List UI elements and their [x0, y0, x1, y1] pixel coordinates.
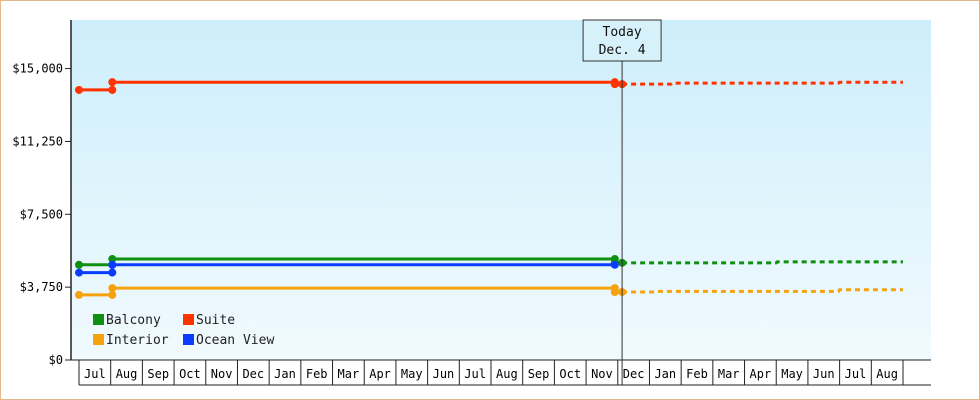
legend-label-suite: Suite: [196, 313, 235, 328]
forecast-line-interior: [622, 288, 903, 294]
month-label: Jul: [84, 367, 106, 381]
data-point-suite[interactable]: [610, 80, 619, 89]
month-label: Dec: [242, 367, 264, 381]
data-point-ocean-view[interactable]: [108, 268, 117, 277]
data-point-balcony[interactable]: [108, 254, 117, 263]
legend-swatch-suite: [183, 314, 194, 325]
month-axis: Jul Aug Sep Oct Nov Dec Jan Feb Mar Apr May Jun Jul A…: [71, 359, 931, 386]
month-label: Mar: [718, 367, 740, 381]
today-marker: Today Dec. 4: [582, 19, 662, 385]
data-point-interior[interactable]: [108, 290, 117, 299]
month-label: Jun: [433, 367, 455, 381]
month-label: Jul: [464, 367, 486, 381]
data-point-interior[interactable]: [610, 288, 619, 296]
data-point-interior[interactable]: [75, 290, 83, 299]
y-tick-label: $11,250: [12, 134, 63, 148]
month-label: Aug: [876, 367, 898, 381]
legend-swatch-balcony: [93, 314, 104, 325]
month-label: Aug: [116, 367, 138, 381]
month-label: Feb: [306, 367, 328, 381]
legend-label-interior: Interior: [106, 333, 169, 348]
today-box: [582, 19, 662, 62]
data-point-interior[interactable]: [108, 284, 117, 293]
month-label: Oct: [559, 367, 581, 381]
month-label: Apr: [369, 367, 391, 381]
month-label: Nov: [211, 367, 233, 381]
plot-background: [71, 20, 931, 360]
y-tick-label: $7,500: [20, 207, 63, 221]
data-point-ocean-view[interactable]: [75, 268, 83, 277]
data-point-suite[interactable]: [75, 85, 83, 94]
data-point-suite[interactable]: [108, 78, 117, 87]
month-label: Jun: [813, 367, 835, 381]
data-point-suite[interactable]: [108, 85, 117, 94]
month-label: Jan: [654, 367, 676, 381]
legend-swatch-interior: [93, 334, 104, 345]
month-label: Nov: [591, 367, 613, 381]
month-label: Mar: [338, 367, 360, 381]
legend-label-ocean-view: Ocean View: [196, 333, 274, 348]
today-label: Today: [603, 25, 642, 40]
month-label: Feb: [686, 367, 708, 381]
month-label: May: [781, 367, 803, 381]
today-date: Dec. 4: [599, 43, 646, 58]
y-tick-label: $3,750: [20, 280, 63, 294]
y-tick-label: $15,000: [12, 62, 63, 76]
marker-layer: [75, 78, 627, 299]
month-label: Jul: [845, 367, 867, 381]
month-label: Sep: [147, 367, 169, 381]
month-label: Aug: [496, 367, 518, 381]
forecast-line-suite: [622, 80, 903, 86]
month-label: Apr: [750, 367, 772, 381]
legend-label-balcony: Balcony: [106, 313, 161, 328]
legend-swatch-ocean-view: [183, 334, 194, 345]
month-label: Oct: [179, 367, 201, 381]
data-point-balcony[interactable]: [75, 260, 83, 269]
legend: Balcony Suite Interior Ocean View: [93, 313, 274, 348]
data-point-ocean-view[interactable]: [108, 260, 117, 269]
month-label: May: [401, 367, 423, 381]
forecast-line-balcony: [622, 260, 903, 265]
month-label: Dec: [623, 367, 645, 381]
month-label: Sep: [528, 367, 550, 381]
y-tick-label: $0: [49, 353, 63, 367]
y-axis: $0 $3,750 $7,500 $11,250 $15,000: [12, 20, 72, 367]
month-label: Jan: [274, 367, 296, 381]
data-point-ocean-view[interactable]: [610, 260, 619, 269]
